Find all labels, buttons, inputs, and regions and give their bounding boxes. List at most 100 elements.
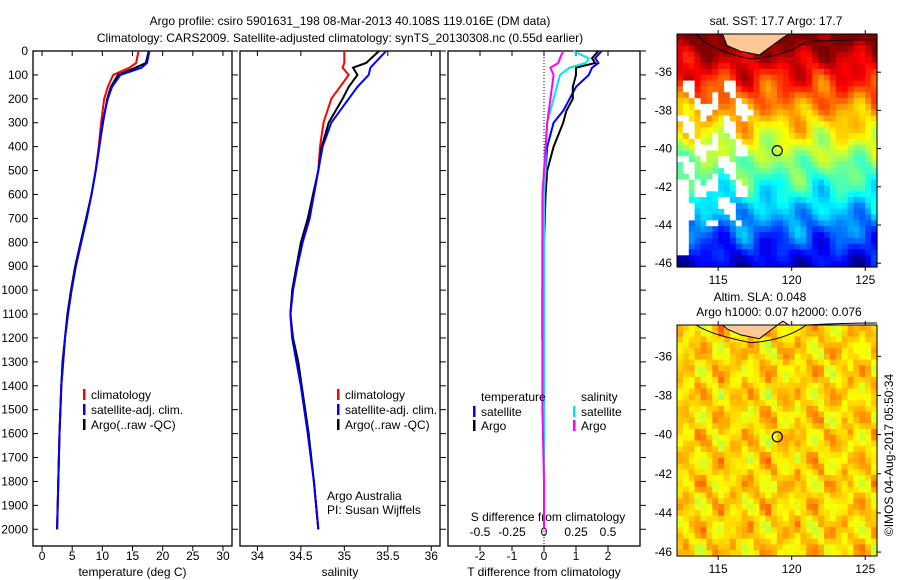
map-cell: [747, 423, 755, 430]
map-cell: [759, 69, 766, 76]
map-cell: [677, 509, 684, 517]
map-cell: [682, 377, 690, 384]
map-cell: [682, 69, 690, 76]
map-cell: [688, 208, 696, 216]
map-cell: [841, 353, 849, 361]
map-cell: [853, 492, 860, 499]
map-cell: [729, 388, 737, 395]
map-cell: [865, 504, 872, 511]
map-cell: [806, 353, 813, 361]
map-cell: [735, 243, 743, 251]
map-cell: [806, 121, 813, 128]
map-cell: [694, 428, 702, 436]
map-cell: [806, 51, 813, 58]
map-cell: [853, 144, 860, 152]
y-tick-label: -46: [655, 545, 673, 559]
map-cell: [794, 208, 802, 216]
map-cell: [782, 532, 790, 540]
map-cell: [865, 411, 872, 418]
map-cell: [847, 191, 855, 198]
map-cell: [841, 446, 849, 453]
map-cell: [700, 411, 707, 418]
map-cell: [865, 532, 872, 540]
map-cell: [777, 446, 784, 453]
map-cell: [729, 469, 737, 476]
map-cell: [865, 63, 872, 70]
map-cell: [812, 45, 819, 52]
map-cell: [794, 127, 802, 134]
x-tick-label: -2: [475, 549, 486, 563]
map-cell: [759, 162, 766, 169]
map-cell: [865, 417, 872, 424]
map-cell: [677, 63, 684, 70]
map-cell: [747, 202, 755, 210]
map-cell: [812, 521, 819, 528]
map-cell: [806, 504, 813, 511]
map-cell: [859, 475, 866, 482]
map-cell: [835, 440, 843, 447]
map-cell: [800, 527, 807, 534]
map-cell: [853, 411, 860, 418]
map-cell: [824, 57, 831, 64]
map-cell: [824, 342, 831, 349]
map-cell: [788, 342, 796, 349]
map-cell: [841, 394, 849, 401]
map-cell: [865, 428, 872, 436]
map-cell: [706, 544, 713, 551]
map-cell: [800, 492, 807, 499]
x-tick-label: 115: [709, 562, 728, 576]
map-cell: [741, 550, 749, 557]
map-cell: [859, 353, 866, 361]
map-cell: [847, 377, 855, 384]
map-cell: [724, 92, 731, 99]
map-cell: [688, 138, 696, 146]
map-cell: [688, 103, 696, 111]
map-cell: [847, 220, 855, 227]
map-cell: [818, 446, 825, 453]
map-cell: [724, 504, 731, 511]
map-cell: [706, 103, 713, 111]
map-cell: [741, 156, 749, 163]
map-cell: [724, 74, 731, 82]
map-cell: [753, 538, 760, 546]
map-cell: [718, 417, 725, 424]
map-cell: [724, 475, 731, 482]
map-cell: [694, 538, 702, 546]
map-cell: [818, 469, 825, 476]
map-cell: [694, 405, 702, 413]
map-cell: [871, 428, 878, 436]
map-cell: [741, 405, 749, 413]
map-cell: [747, 220, 755, 227]
map-cell: [853, 336, 860, 343]
map-cell: [718, 208, 725, 216]
map-cell: [688, 173, 696, 181]
map-cell: [712, 144, 719, 152]
map-cell: [859, 168, 866, 175]
map-cell: [729, 527, 737, 534]
map-cell: [818, 550, 825, 557]
map-cell: [759, 550, 766, 557]
map-cell: [765, 202, 772, 210]
map-cell: [841, 98, 849, 105]
map-cell: [818, 400, 825, 407]
map-cell: [835, 57, 843, 64]
map-cell: [777, 214, 784, 221]
map-cell: [800, 109, 807, 117]
map-cell: [841, 336, 849, 343]
map-cell: [700, 39, 707, 47]
map-cell: [824, 532, 831, 540]
map-cell: [777, 371, 784, 378]
map-cell: [694, 388, 702, 395]
map-cell: [841, 417, 849, 424]
map-cell: [700, 226, 707, 233]
map-cell: [753, 168, 760, 175]
map-cell: [824, 202, 831, 210]
map-cell: [759, 185, 766, 192]
map-cell: [694, 532, 702, 540]
map-cell: [859, 255, 866, 262]
map-cell: [812, 162, 819, 169]
map-cell: [847, 475, 855, 482]
map-cell: [853, 103, 860, 111]
map-cell: [782, 197, 790, 204]
map-cell: [859, 377, 866, 384]
